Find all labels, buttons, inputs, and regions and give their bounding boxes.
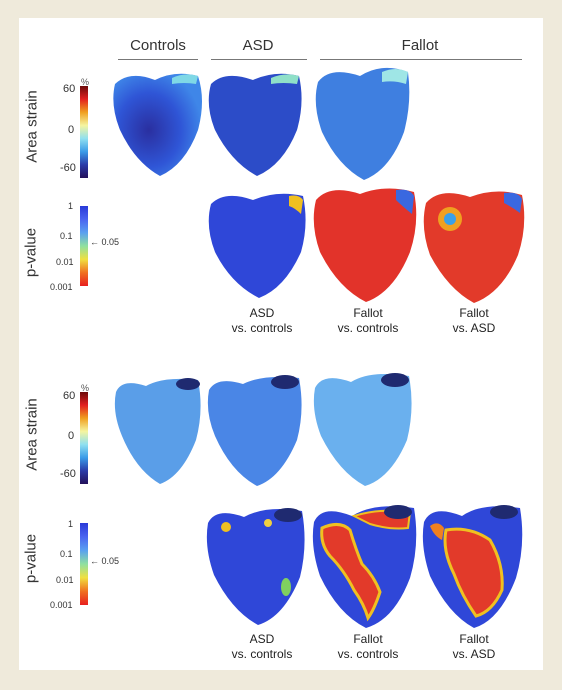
strain-tick-neg60: -60	[60, 162, 76, 174]
header-asd-rule	[211, 59, 307, 60]
p-tick-0.01-2: 0.01	[56, 575, 74, 585]
header-fallot: Fallot	[401, 37, 439, 54]
p-tick-0.1: 0.1	[60, 231, 73, 241]
strain-tick-0: 0	[68, 124, 75, 136]
caption-line-1: ASD	[249, 632, 275, 646]
caption-line-2: vs. controls	[231, 647, 293, 661]
caption-line-2: vs. controls	[337, 321, 399, 335]
heart-asd-vs-controls-p-1	[208, 193, 306, 298]
header-fallot-rule	[320, 59, 522, 60]
heart-asd-vs-controls-p-2	[206, 508, 305, 625]
heart-controls-strain-2	[114, 378, 201, 484]
caption-line-1: Fallot	[353, 306, 383, 320]
caption-asd-vs-controls-1: ASD vs. controls	[212, 306, 312, 336]
strain-tick-60-2: 60	[63, 390, 76, 402]
caption-line-1: Fallot	[353, 632, 383, 646]
caption-line-2: vs. controls	[337, 647, 399, 661]
strain-tick-0-2: 0	[68, 430, 75, 442]
heart-fallot-strain-2	[313, 373, 412, 486]
strain-unit-1: %	[81, 77, 90, 87]
p-threshold-label-2: ← 0.05	[90, 556, 120, 566]
heart-fallot-vs-asd-p-2	[422, 505, 523, 628]
row-label-p-value-2: p-value	[22, 533, 40, 584]
p-tick-0.001-2: 0.001	[50, 600, 73, 610]
heart-asd-strain-1	[208, 73, 302, 176]
p-tick-0.001: 0.001	[50, 282, 73, 292]
row-label-area-strain-1: Area strain	[23, 90, 41, 163]
strain-tick-neg60-2: -60	[60, 468, 76, 480]
p-threshold-label-1: ← 0.05	[90, 237, 120, 247]
caption-line-1: ASD	[249, 306, 275, 320]
strain-colorbar-2	[80, 392, 88, 484]
row-label-p-value-1: p-value	[22, 227, 40, 278]
p-colorbar-2	[80, 523, 88, 605]
p-colorbar-1	[80, 206, 88, 286]
p-tick-0.1-2: 0.1	[60, 549, 73, 559]
caption-fallot-vs-asd-2: Fallot vs. ASD	[426, 632, 522, 662]
p-tick-1: 1	[68, 201, 74, 211]
heart-fallot-vs-asd-p-1	[423, 191, 525, 303]
strain-colorbar-1	[80, 86, 88, 178]
heart-fallot-vs-controls-p-2	[312, 505, 417, 628]
caption-asd-vs-controls-2: ASD vs. controls	[212, 632, 312, 662]
caption-line-2: vs. ASD	[452, 647, 496, 661]
heart-asd-strain-2	[207, 375, 302, 486]
heart-fallot-strain-1	[315, 67, 410, 180]
header-asd: ASD	[242, 37, 274, 54]
strain-tick-60: 60	[63, 83, 76, 95]
caption-fallot-vs-controls-1: Fallot vs. controls	[316, 306, 420, 336]
caption-fallot-vs-controls-2: Fallot vs. controls	[316, 632, 420, 662]
heart-fallot-vs-controls-p-1	[313, 188, 417, 302]
strain-unit-2: %	[81, 383, 90, 393]
p-tick-1-2: 1	[68, 519, 74, 529]
p-tick-0.01: 0.01	[56, 257, 74, 267]
caption-line-2: vs. controls	[231, 321, 293, 335]
caption-line-2: vs. ASD	[452, 321, 496, 335]
row-label-area-strain-2: Area strain	[23, 398, 41, 471]
caption-fallot-vs-asd-1: Fallot vs. ASD	[426, 306, 522, 336]
header-controls: Controls	[130, 37, 186, 54]
caption-line-1: Fallot	[459, 306, 489, 320]
header-controls-rule	[118, 59, 198, 60]
heart-controls-strain-1	[113, 73, 202, 176]
caption-line-1: Fallot	[459, 632, 489, 646]
